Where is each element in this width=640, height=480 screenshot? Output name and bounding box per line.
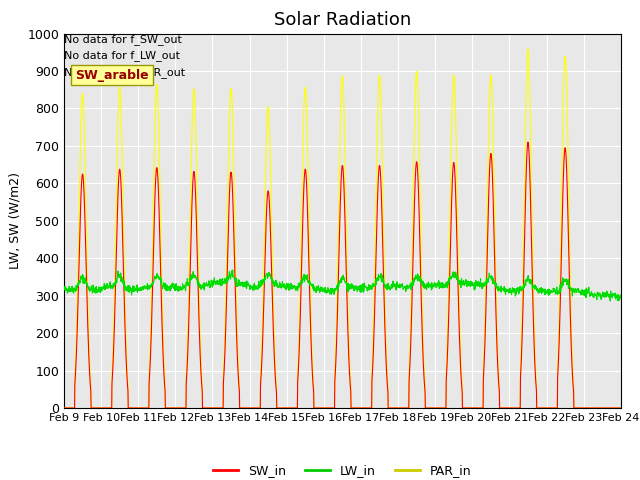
Legend: SW_in, LW_in, PAR_in: SW_in, LW_in, PAR_in [209, 459, 476, 480]
Text: No data for f_PAR_out: No data for f_PAR_out [64, 67, 185, 78]
Text: SW_arable: SW_arable [75, 69, 148, 82]
Y-axis label: LW, SW (W/m2): LW, SW (W/m2) [9, 172, 22, 269]
Text: No data for f_LW_out: No data for f_LW_out [64, 50, 180, 61]
Text: No data for f_SW_out: No data for f_SW_out [64, 34, 182, 45]
Title: Solar Radiation: Solar Radiation [274, 11, 411, 29]
